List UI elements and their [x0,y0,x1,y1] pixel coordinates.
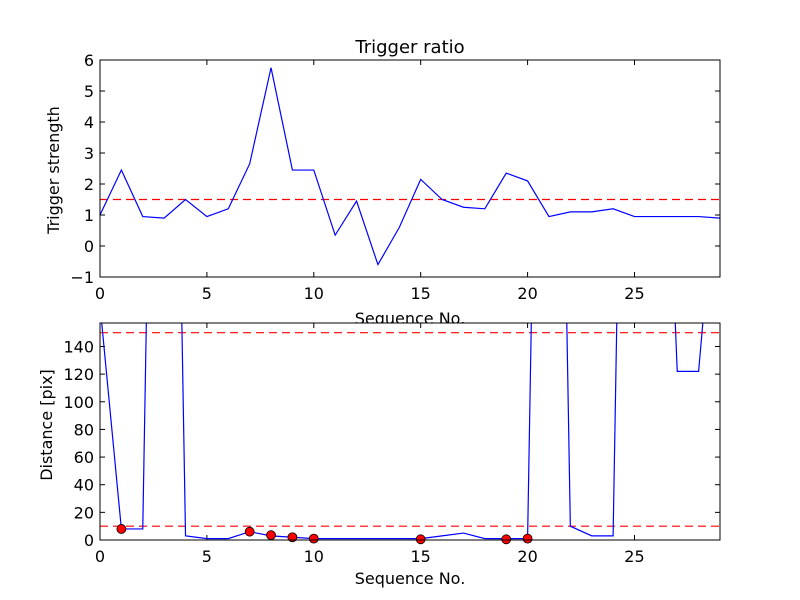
series-line [100,67,720,267]
series-line [101,323,704,540]
distance-panel: 0 5 10 15 20 25 0 20 40 60 80 100 120 140 Sequence No… [37,322,721,588]
y-tick-label: 80 [74,420,94,439]
data-point-marker [415,534,426,545]
y-tick-label: 0 [84,531,94,550]
bottom-x-axis-label: Sequence No. [355,569,466,588]
data-point-marker [266,530,276,541]
y-tick-label: 100 [63,393,94,412]
x-tick-label: 10 [304,547,324,566]
bottom-series [101,323,704,540]
x-tick-label: 15 [411,547,431,566]
y-tick-label: 5 [84,82,94,101]
data-point-marker [522,533,533,544]
x-tick-label: 10 [304,284,324,303]
bottom-tick-labels: 0 5 10 15 20 25 0 20 40 60 80 100 120 140 [63,337,644,566]
y-tick-label: 4 [84,113,94,132]
plot-frame-top [99,59,721,278]
chart-title: Trigger ratio [354,37,464,58]
y-tick-label: 2 [84,175,94,194]
data-point-marker [308,533,319,544]
y-tick-label: 3 [84,144,94,163]
plot-frame-bottom [99,322,721,541]
y-tick-label: −1 [70,268,94,287]
y-tick-label: 120 [63,365,94,384]
x-tick-label: 20 [517,284,537,303]
y-tick-label: 0 [84,237,94,256]
top-series [100,67,720,267]
data-point-marker [287,532,298,543]
x-tick-label: 25 [624,547,644,566]
top-y-axis-label: Trigger strength [44,106,63,235]
x-tick-label: 5 [202,547,212,566]
plot-area-top [100,60,720,277]
y-tick-label: 6 [84,51,94,70]
y-tick-label: 60 [74,448,94,467]
y-tick-label: 20 [74,503,94,522]
y-tick-label: 140 [63,337,94,356]
data-point-marker [244,526,255,537]
x-tick-label: 15 [411,284,431,303]
y-tick-label: 40 [74,476,94,495]
x-tick-label: 20 [517,547,537,566]
x-tick-label: 5 [202,284,212,303]
bottom-y-axis-label: Distance [pix] [37,369,56,481]
x-tick-label: 0 [95,547,105,566]
x-tick-label: 0 [95,284,105,303]
data-point-marker [116,524,127,534]
y-tick-label: 1 [84,206,94,225]
data-point-marker [501,534,512,545]
plot-area-bottom [100,323,720,540]
x-tick-label: 25 [624,284,644,303]
